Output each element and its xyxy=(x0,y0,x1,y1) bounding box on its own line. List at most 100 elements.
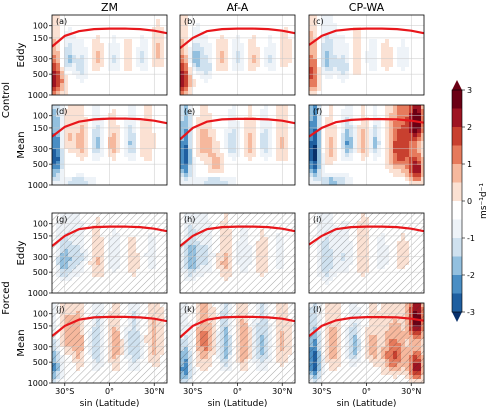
field-cell xyxy=(116,51,121,56)
field-cell xyxy=(417,83,422,88)
field-cell xyxy=(337,19,342,24)
field-cell xyxy=(156,113,161,118)
field-cell xyxy=(84,157,89,162)
field-cell xyxy=(208,15,213,20)
field-cell xyxy=(80,157,85,162)
field-cell xyxy=(345,105,350,110)
field-cell xyxy=(68,137,73,142)
field-cell xyxy=(365,31,370,36)
field-cell xyxy=(405,113,410,118)
field-cell xyxy=(401,47,406,52)
field-cell xyxy=(264,133,269,138)
field-cell xyxy=(156,121,161,126)
field-cell xyxy=(397,141,402,146)
field-cell xyxy=(417,79,422,84)
field-cell xyxy=(164,125,167,130)
field-cell xyxy=(160,169,165,174)
y-tick-label: 100 xyxy=(33,112,48,121)
field-cell xyxy=(252,67,257,72)
field-cell xyxy=(188,141,193,146)
field-cell xyxy=(212,121,217,126)
field-cell xyxy=(156,83,161,88)
field-cell xyxy=(385,75,390,80)
field-cell xyxy=(68,15,73,20)
field-cell xyxy=(244,169,249,174)
field-cell xyxy=(385,133,390,138)
field-cell xyxy=(104,39,109,44)
field-cell xyxy=(120,141,125,146)
field-cell xyxy=(256,39,261,44)
field-cell xyxy=(184,165,189,170)
field-cell xyxy=(224,15,229,20)
field-cell xyxy=(244,75,249,80)
field-cell xyxy=(164,63,167,68)
field-cell xyxy=(196,75,201,80)
field-cell xyxy=(64,117,69,122)
field-cell xyxy=(317,91,322,95)
field-cell xyxy=(309,145,314,150)
field-cell xyxy=(405,133,410,138)
field-cell xyxy=(184,75,189,80)
field-cell xyxy=(228,63,233,68)
field-cell xyxy=(112,153,117,158)
field-cell xyxy=(353,91,358,95)
field-cell xyxy=(132,149,137,154)
field-cell xyxy=(317,161,322,166)
field-cell xyxy=(216,141,221,146)
field-cell xyxy=(321,63,326,68)
field-cell xyxy=(361,79,366,84)
field-cell xyxy=(413,129,418,134)
field-cell xyxy=(204,79,209,84)
field-cell xyxy=(369,31,374,36)
field-cell xyxy=(401,125,406,130)
field-cell xyxy=(84,91,89,95)
field-cell xyxy=(100,133,105,138)
field-cell xyxy=(405,43,410,48)
field-cell xyxy=(164,71,167,76)
field-cell xyxy=(288,173,293,178)
field-cell xyxy=(164,117,167,122)
field-cell xyxy=(100,181,105,185)
tropopause-line xyxy=(309,27,424,46)
field-cell xyxy=(56,161,61,166)
field-cell xyxy=(333,141,338,146)
field-cell xyxy=(365,125,370,130)
field-cell xyxy=(72,87,77,92)
field-cell xyxy=(188,121,193,126)
field-cell xyxy=(292,75,295,80)
field-cell xyxy=(329,165,334,170)
field-cell xyxy=(393,113,398,118)
field-cell xyxy=(421,165,424,170)
field-cell xyxy=(236,109,241,114)
field-cell xyxy=(349,129,354,134)
field-cell xyxy=(128,129,133,134)
field-cell xyxy=(268,75,273,80)
field-cell xyxy=(228,79,233,84)
field-cell xyxy=(389,133,394,138)
field-cell xyxy=(148,91,153,95)
field-cell xyxy=(204,157,209,162)
field-cell xyxy=(381,91,386,95)
field-cell xyxy=(325,15,330,20)
field-cell xyxy=(256,129,261,134)
field-cell xyxy=(377,83,382,88)
field-cell xyxy=(313,67,318,72)
field-cell xyxy=(244,161,249,166)
field-cell xyxy=(76,83,81,88)
field-cell xyxy=(204,137,209,142)
field-cell xyxy=(144,91,149,95)
field-cell xyxy=(76,55,81,60)
field-cell xyxy=(96,19,101,24)
field-cell xyxy=(120,55,125,60)
field-cell xyxy=(365,51,370,56)
field-cell xyxy=(84,15,89,20)
field-cell xyxy=(321,113,326,118)
field-cell xyxy=(413,91,418,95)
field-cell xyxy=(341,109,346,114)
field-cell xyxy=(248,39,253,44)
y-tick-label: 1000 xyxy=(28,91,48,100)
field-cell xyxy=(180,153,185,158)
field-cell xyxy=(200,35,205,40)
field-cell xyxy=(389,39,394,44)
field-cell xyxy=(284,129,289,134)
